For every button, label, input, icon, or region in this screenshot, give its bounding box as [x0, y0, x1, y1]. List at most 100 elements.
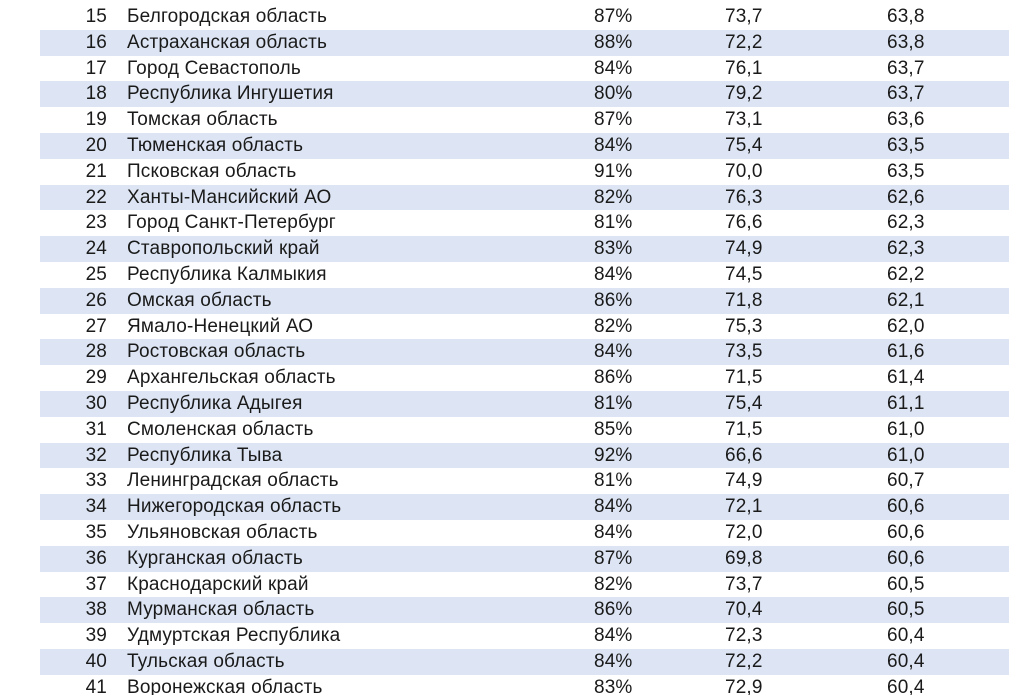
- table-row: 24 Ставропольский край 83% 74,9 62,3: [40, 236, 1009, 262]
- spacer-cell: [107, 132, 127, 159]
- rank-cell: 31: [85, 418, 107, 440]
- value2-cell: 60,4: [887, 676, 925, 695]
- table-row: 23 Город Санкт-Петербург 81% 76,6 62,3: [40, 210, 1009, 236]
- value1-cell: 76,3: [725, 184, 887, 211]
- value2-cell: 63,5: [887, 132, 1009, 159]
- region-name-cell: Республика Ингушетия: [127, 81, 594, 108]
- table-row: 39 Удмуртская Республика 84% 72,3 60,4: [40, 623, 1009, 649]
- value2-cell: 60,5: [887, 573, 925, 595]
- share-cell: 84%: [594, 339, 725, 366]
- spacer-cell: [107, 210, 127, 236]
- table-row: 28 Ростовская область 84% 73,5 61,6: [40, 339, 1009, 366]
- value1-cell: 73,7: [725, 6, 763, 27]
- value1-cell: 69,8: [725, 545, 887, 572]
- share-cell: 87%: [594, 109, 633, 131]
- rank-cell: 34: [40, 494, 107, 520]
- table-row: 22 Ханты-Мансийский АО 82% 76,3 62,6: [40, 184, 1009, 211]
- value1-cell: 73,5: [725, 339, 887, 366]
- spacer-cell: [107, 597, 127, 624]
- value1-cell: 70,4: [725, 597, 887, 624]
- spacer-cell: [107, 365, 127, 391]
- share-cell: 81%: [594, 212, 633, 234]
- share-cell: 84%: [594, 648, 725, 675]
- rank-cell: 37: [85, 573, 107, 595]
- value2-cell: 60,4: [887, 648, 1009, 675]
- share-cell: 82%: [594, 573, 633, 595]
- spacer-cell: [107, 81, 127, 108]
- region-name-cell: Тульская область: [127, 648, 594, 675]
- value1-cell: 72,1: [725, 494, 887, 520]
- value2-cell: 60,7: [887, 470, 925, 492]
- table-row: 32 Республика Тыва 92% 66,6 61,0: [40, 442, 1009, 469]
- share-cell: 86%: [594, 367, 633, 389]
- value2-cell: 61,4: [887, 367, 925, 389]
- value2-cell: 60,6: [887, 521, 925, 543]
- region-name-cell: Удмуртская Республика: [127, 625, 341, 647]
- region-rating-table-body: 15 Белгородская область 87% 73,7 63,8 16 Астра…: [40, 4, 1009, 695]
- region-name-cell: Город Санкт-Петербург: [127, 212, 336, 234]
- region-name-cell: Смоленская область: [127, 418, 314, 440]
- table-row: 29 Архангельская область 86% 71,5 61,4: [40, 365, 1009, 391]
- table-row: 21 Псковская область 91% 70,0 63,5: [40, 159, 1009, 185]
- region-name-cell: Ямало-Ненецкий АО: [127, 315, 314, 337]
- share-cell: 87%: [594, 545, 725, 572]
- rank-cell: 40: [40, 648, 107, 675]
- value1-cell: 75,4: [725, 390, 887, 417]
- region-name-cell: Ханты-Мансийский АО: [127, 184, 594, 211]
- share-cell: 92%: [594, 442, 725, 469]
- share-cell: 86%: [594, 287, 725, 314]
- table-row: 20 Тюменская область 84% 75,4 63,5: [40, 132, 1009, 159]
- value2-cell: 62,1: [887, 287, 1009, 314]
- share-cell: 80%: [594, 81, 725, 108]
- region-name-cell: Ростовская область: [127, 339, 594, 366]
- value2-cell: 63,8: [887, 29, 1009, 56]
- spacer-cell: [107, 314, 127, 340]
- table-row: 16 Астраханская область 88% 72,2 63,8: [40, 29, 1009, 56]
- value1-cell: 72,9: [725, 676, 763, 695]
- value1-cell: 73,1: [725, 109, 763, 131]
- region-name-cell: Краснодарский край: [127, 573, 309, 595]
- rank-cell: 30: [40, 390, 107, 417]
- value2-cell: 63,7: [887, 57, 925, 79]
- value1-cell: 71,5: [725, 418, 763, 440]
- region-name-cell: Омская область: [127, 287, 594, 314]
- share-cell: 86%: [594, 597, 725, 624]
- region-name-cell: Тюменская область: [127, 132, 594, 159]
- region-name-cell: Курганская область: [127, 545, 594, 572]
- table-row: 25 Республика Калмыкия 84% 74,5 62,2: [40, 262, 1009, 288]
- region-name-cell: Республика Тыва: [127, 442, 594, 469]
- region-name-cell: Томская область: [127, 109, 278, 131]
- rank-cell: 19: [85, 109, 107, 131]
- rank-cell: 29: [85, 367, 107, 389]
- value2-cell: 62,2: [887, 263, 925, 285]
- rank-cell: 28: [40, 339, 107, 366]
- share-cell: 85%: [594, 418, 633, 440]
- value1-cell: 71,8: [725, 287, 887, 314]
- share-cell: 91%: [594, 160, 633, 182]
- spacer-cell: [107, 572, 127, 598]
- table-row: 41 Воронежская область 83% 72,9 60,4: [40, 675, 1009, 695]
- spacer-cell: [107, 417, 127, 443]
- rank-cell: 38: [40, 597, 107, 624]
- value2-cell: 61,6: [887, 339, 1009, 366]
- value1-cell: 74,9: [725, 470, 763, 492]
- value1-cell: 70,0: [725, 160, 763, 182]
- spacer-cell: [107, 468, 127, 494]
- region-name-cell: Воронежская область: [127, 676, 323, 695]
- value2-cell: 62,3: [887, 212, 925, 234]
- spacer-cell: [107, 623, 127, 649]
- spacer-cell: [107, 545, 127, 572]
- region-name-cell: Город Севастополь: [127, 57, 301, 79]
- value2-cell: 61,0: [887, 442, 1009, 469]
- rank-cell: 23: [85, 212, 107, 234]
- share-cell: 84%: [594, 132, 725, 159]
- share-cell: 83%: [594, 236, 725, 262]
- spacer-cell: [107, 262, 127, 288]
- spacer-cell: [107, 159, 127, 185]
- spacer-cell: [107, 494, 127, 520]
- spacer-cell: [107, 648, 127, 675]
- table-row: 27 Ямало-Ненецкий АО 82% 75,3 62,0: [40, 314, 1009, 340]
- share-cell: 81%: [594, 390, 725, 417]
- value1-cell: 75,4: [725, 132, 887, 159]
- value2-cell: 60,5: [887, 597, 1009, 624]
